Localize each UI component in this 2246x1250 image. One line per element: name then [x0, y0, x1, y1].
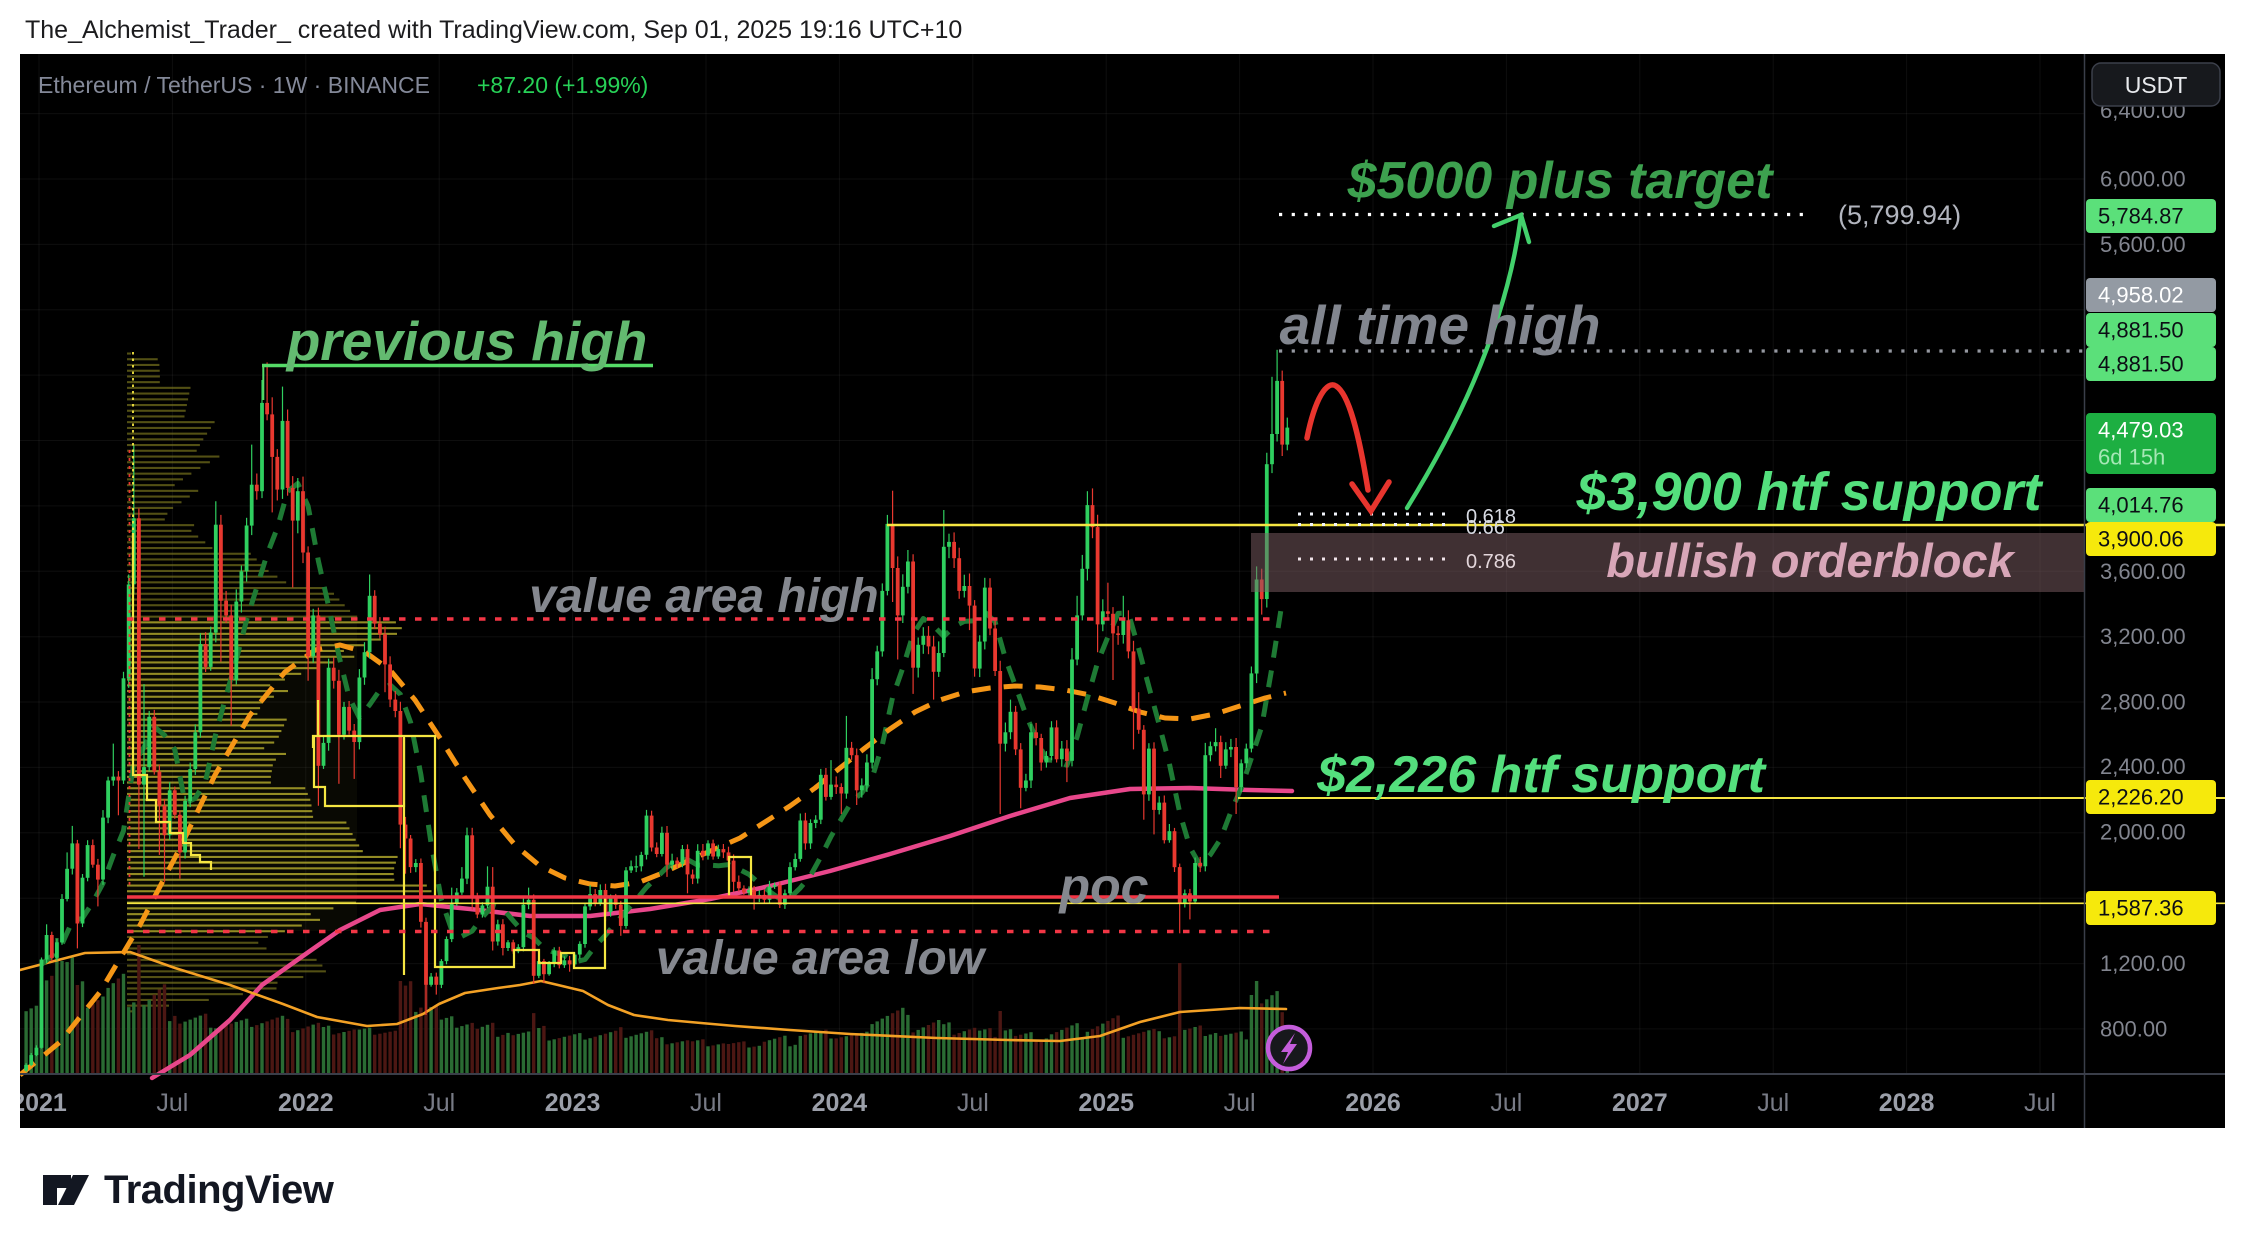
- svg-text:2,800.00: 2,800.00: [2100, 690, 2186, 715]
- svg-text:2,400.00: 2,400.00: [2100, 754, 2186, 779]
- svg-text:$3,900 htf support: $3,900 htf support: [1575, 462, 2043, 522]
- svg-text:$2,226 htf support: $2,226 htf support: [1316, 746, 1768, 804]
- svg-text:Jul: Jul: [1490, 1089, 1522, 1117]
- svg-text:3,200.00: 3,200.00: [2100, 624, 2186, 649]
- svg-text:all time high: all time high: [1280, 294, 1601, 356]
- svg-text:value area low: value area low: [656, 932, 987, 985]
- svg-text:2024: 2024: [812, 1089, 868, 1117]
- svg-text:2028: 2028: [1879, 1089, 1935, 1117]
- svg-text:4,881.50: 4,881.50: [2098, 318, 2184, 343]
- svg-text:2027: 2027: [1612, 1089, 1668, 1117]
- svg-text:2025: 2025: [1078, 1089, 1134, 1117]
- svg-text:6,000.00: 6,000.00: [2100, 167, 2186, 192]
- svg-text:$5000 plus target: $5000 plus target: [1347, 152, 1776, 210]
- svg-text:3,900.06: 3,900.06: [2098, 527, 2184, 552]
- svg-text:4,014.76: 4,014.76: [2098, 493, 2184, 518]
- svg-text:Jul: Jul: [1757, 1089, 1789, 1117]
- svg-text:0.66: 0.66: [1466, 517, 1505, 539]
- svg-text:4,881.50: 4,881.50: [2098, 352, 2184, 377]
- svg-text:poc: poc: [1058, 858, 1149, 914]
- svg-text:3,600.00: 3,600.00: [2100, 559, 2186, 584]
- svg-text:2,000.00: 2,000.00: [2100, 819, 2186, 844]
- svg-text:2022: 2022: [278, 1089, 334, 1117]
- svg-text:4,479.03: 4,479.03: [2098, 418, 2184, 443]
- svg-text:6d 15h: 6d 15h: [2098, 445, 2165, 470]
- svg-text:Ethereum / TetherUS · 1W · BIN: Ethereum / TetherUS · 1W · BINANCE: [38, 72, 430, 98]
- svg-text:1,587.36: 1,587.36: [2098, 896, 2184, 921]
- svg-text:value area high: value area high: [529, 570, 878, 623]
- svg-text:(5,799.94): (5,799.94): [1838, 200, 1961, 230]
- svg-text:5,784.87: 5,784.87: [2098, 204, 2184, 229]
- svg-text:0.618: 0.618: [1466, 506, 1516, 528]
- svg-text:Jul: Jul: [690, 1089, 722, 1117]
- svg-text:Jul: Jul: [1224, 1089, 1256, 1117]
- svg-text:+87.20 (+1.99%): +87.20 (+1.99%): [477, 72, 648, 98]
- svg-text:Jul: Jul: [423, 1089, 455, 1117]
- svg-text:Jul: Jul: [2024, 1089, 2056, 1117]
- svg-text:4,958.02: 4,958.02: [2098, 283, 2184, 308]
- svg-text:previous high: previous high: [285, 310, 648, 372]
- svg-text:800.00: 800.00: [2100, 1016, 2167, 1041]
- svg-text:2023: 2023: [545, 1089, 601, 1117]
- svg-text:Jul: Jul: [957, 1089, 989, 1117]
- svg-text:2026: 2026: [1345, 1089, 1401, 1117]
- svg-text:5,600.00: 5,600.00: [2100, 232, 2186, 257]
- svg-text:Jul: Jul: [156, 1089, 188, 1117]
- svg-text:bullish orderblock: bullish orderblock: [1606, 534, 2016, 587]
- svg-text:2,226.20: 2,226.20: [2098, 785, 2184, 810]
- svg-text:USDT: USDT: [2125, 72, 2188, 98]
- svg-text:1,200.00: 1,200.00: [2100, 951, 2186, 976]
- svg-text:0.786: 0.786: [1466, 551, 1516, 573]
- svg-text:2021: 2021: [20, 1089, 67, 1117]
